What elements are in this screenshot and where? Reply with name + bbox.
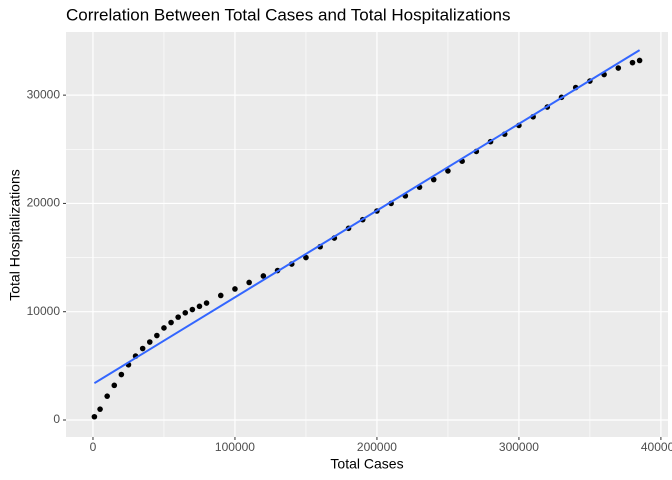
- point: [161, 325, 167, 331]
- point: [636, 57, 643, 64]
- point: [629, 59, 636, 66]
- point: [246, 279, 252, 286]
- x-tick-label: 200000: [357, 440, 397, 454]
- point: [104, 393, 110, 399]
- x-tick-label: 100000: [215, 440, 255, 454]
- point: [196, 303, 203, 310]
- y-axis-title: Total Hospitalizations: [7, 169, 23, 301]
- x-tick-label: 0: [90, 440, 97, 454]
- y-tick-label: 10000: [27, 304, 61, 318]
- point: [91, 413, 98, 420]
- point: [430, 176, 437, 183]
- point: [146, 339, 153, 345]
- point: [97, 406, 103, 412]
- point: [111, 382, 118, 389]
- point: [175, 314, 181, 320]
- point: [118, 371, 125, 378]
- panel: [66, 32, 668, 437]
- point: [445, 168, 451, 174]
- point: [182, 309, 189, 316]
- x-axis-title: Total Cases: [330, 456, 403, 472]
- y-tick-label: 20000: [27, 196, 61, 210]
- point: [189, 306, 196, 313]
- point: [217, 292, 224, 299]
- y-tick-label: 30000: [27, 87, 61, 101]
- point: [232, 286, 238, 292]
- point: [260, 273, 267, 279]
- x-tick-label: 300000: [499, 440, 539, 454]
- point: [139, 345, 146, 352]
- chart-title: Correlation Between Total Cases and Tota…: [66, 5, 510, 24]
- point: [615, 65, 622, 71]
- point: [203, 300, 210, 306]
- point: [168, 319, 174, 326]
- point: [154, 332, 160, 339]
- y-tick-label: 0: [53, 412, 60, 426]
- fit-line: [93, 49, 641, 385]
- point: [303, 254, 309, 261]
